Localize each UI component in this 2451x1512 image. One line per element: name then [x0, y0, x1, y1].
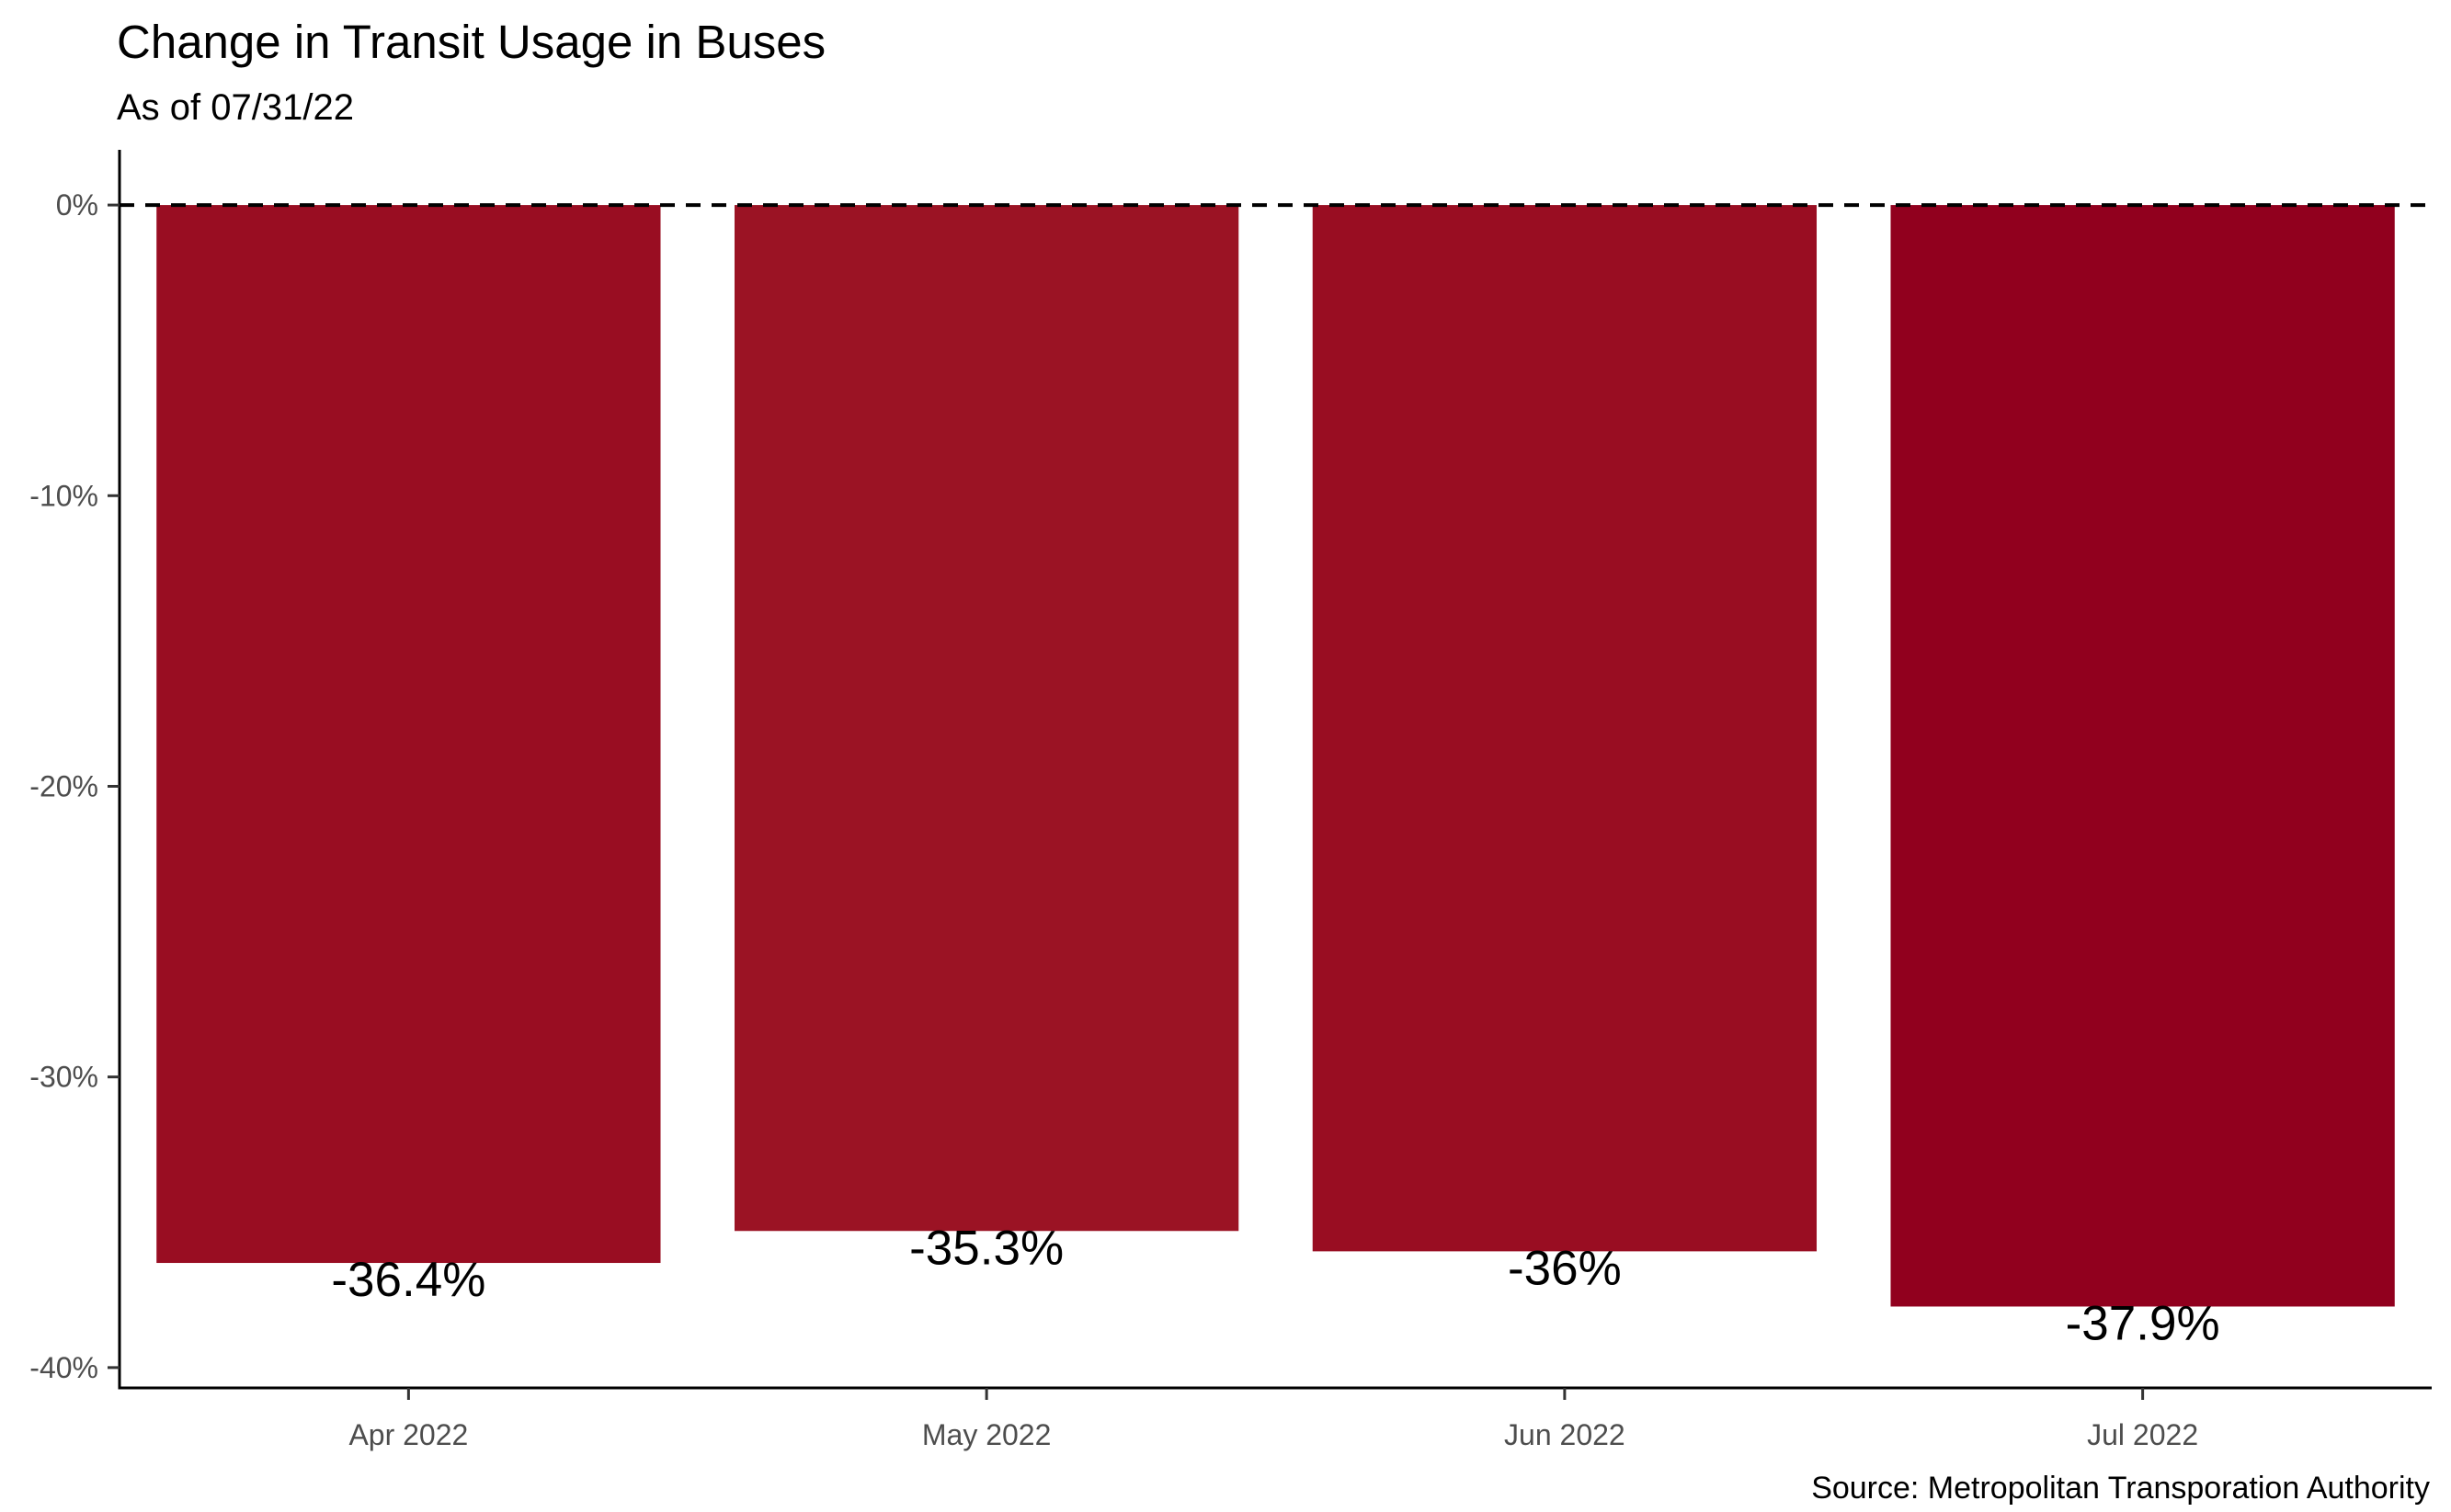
- y-tick-label: -20%: [29, 769, 98, 802]
- x-tick-label: Jul 2022: [2087, 1418, 2198, 1451]
- x-tick-label: Apr 2022: [348, 1418, 468, 1451]
- y-tick-label: -30%: [29, 1061, 98, 1094]
- y-tick-label: -10%: [29, 479, 98, 512]
- data-label: -35.3%: [909, 1221, 1064, 1275]
- chart-subtitle: As of 07/31/22: [117, 87, 354, 128]
- data-label: -37.9%: [2066, 1296, 2220, 1350]
- y-tick-label: -40%: [29, 1351, 98, 1384]
- bar: [1312, 205, 1818, 1252]
- data-label: -36%: [1508, 1241, 1622, 1295]
- x-tick-label: May 2022: [922, 1418, 1052, 1451]
- bar: [156, 205, 661, 1264]
- data-label: -36.4%: [331, 1253, 485, 1307]
- chart-title: Change in Transit Usage in Buses: [117, 16, 826, 68]
- y-tick-label: 0%: [56, 188, 98, 222]
- source-caption: Source: Metropolitan Transporation Autho…: [1811, 1471, 2430, 1506]
- bar: [1890, 205, 2395, 1307]
- plot-area: 0% -10% -20% -30% -40% Apr 2022 -36.4% May 2022…: [29, 150, 2432, 1451]
- bar: [734, 205, 1239, 1232]
- x-tick-label: Jun 2022: [1504, 1418, 1625, 1451]
